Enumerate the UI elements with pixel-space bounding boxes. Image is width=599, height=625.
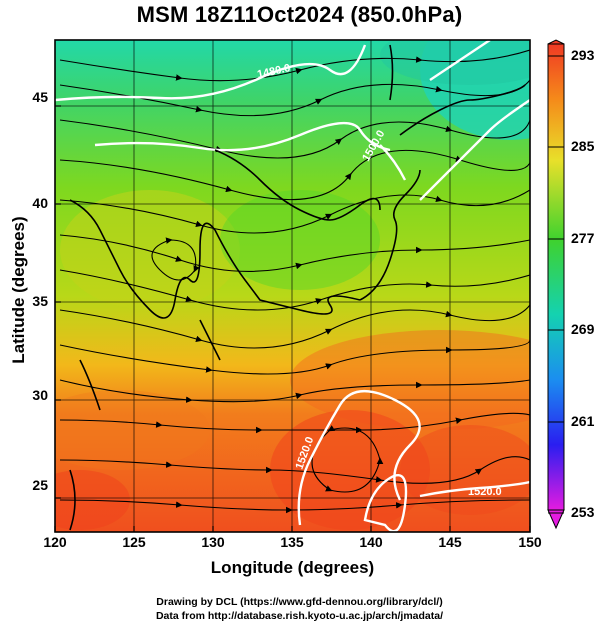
colorbar-tick-label: 261: [571, 413, 595, 429]
colorbar-tick-label: 285: [571, 138, 595, 154]
wind-streamlines: [59, 49, 530, 514]
credit-data: Data from http://database.rish.kyoto-u.a…: [155, 610, 444, 622]
x-tick-label: 150: [518, 534, 542, 550]
x-tick-label: 120: [43, 534, 67, 550]
x-tick-label: 135: [280, 534, 304, 550]
y-tick-label: 35: [32, 293, 48, 309]
credits: Drawing by DCL (https://www.gfd-dennou.o…: [0, 595, 599, 623]
colorbar-tick-label: 253: [571, 504, 595, 520]
y-axis-title: Latitude (degrees): [9, 216, 28, 364]
colorbar-tick-label: 277: [571, 230, 595, 246]
map-title: MSM 18Z11Oct2024 (850.0hPa): [136, 2, 463, 27]
height-contours: [55, 40, 530, 532]
credit-drawing: Drawing by DCL (https://www.gfd-dennou.o…: [156, 596, 443, 608]
x-tick-label: 145: [438, 534, 462, 550]
x-axis-title: Longitude (degrees): [210, 558, 375, 577]
y-tick-label: 25: [32, 477, 48, 493]
colorbar-tick-label: 269: [571, 321, 595, 337]
contour-label: 1520.0: [468, 486, 502, 498]
colorbar-tick-label: 293: [571, 47, 595, 63]
y-tick-label: 40: [32, 195, 48, 211]
x-tick-label: 125: [122, 534, 146, 550]
x-tick-label: 130: [201, 534, 225, 550]
y-tick-label: 30: [32, 387, 48, 403]
colorbar: [547, 39, 565, 530]
x-tick-label: 140: [359, 534, 383, 550]
tick-marks: [54, 105, 531, 532]
coastlines: [69, 44, 526, 531]
y-tick-label: 45: [32, 89, 48, 105]
